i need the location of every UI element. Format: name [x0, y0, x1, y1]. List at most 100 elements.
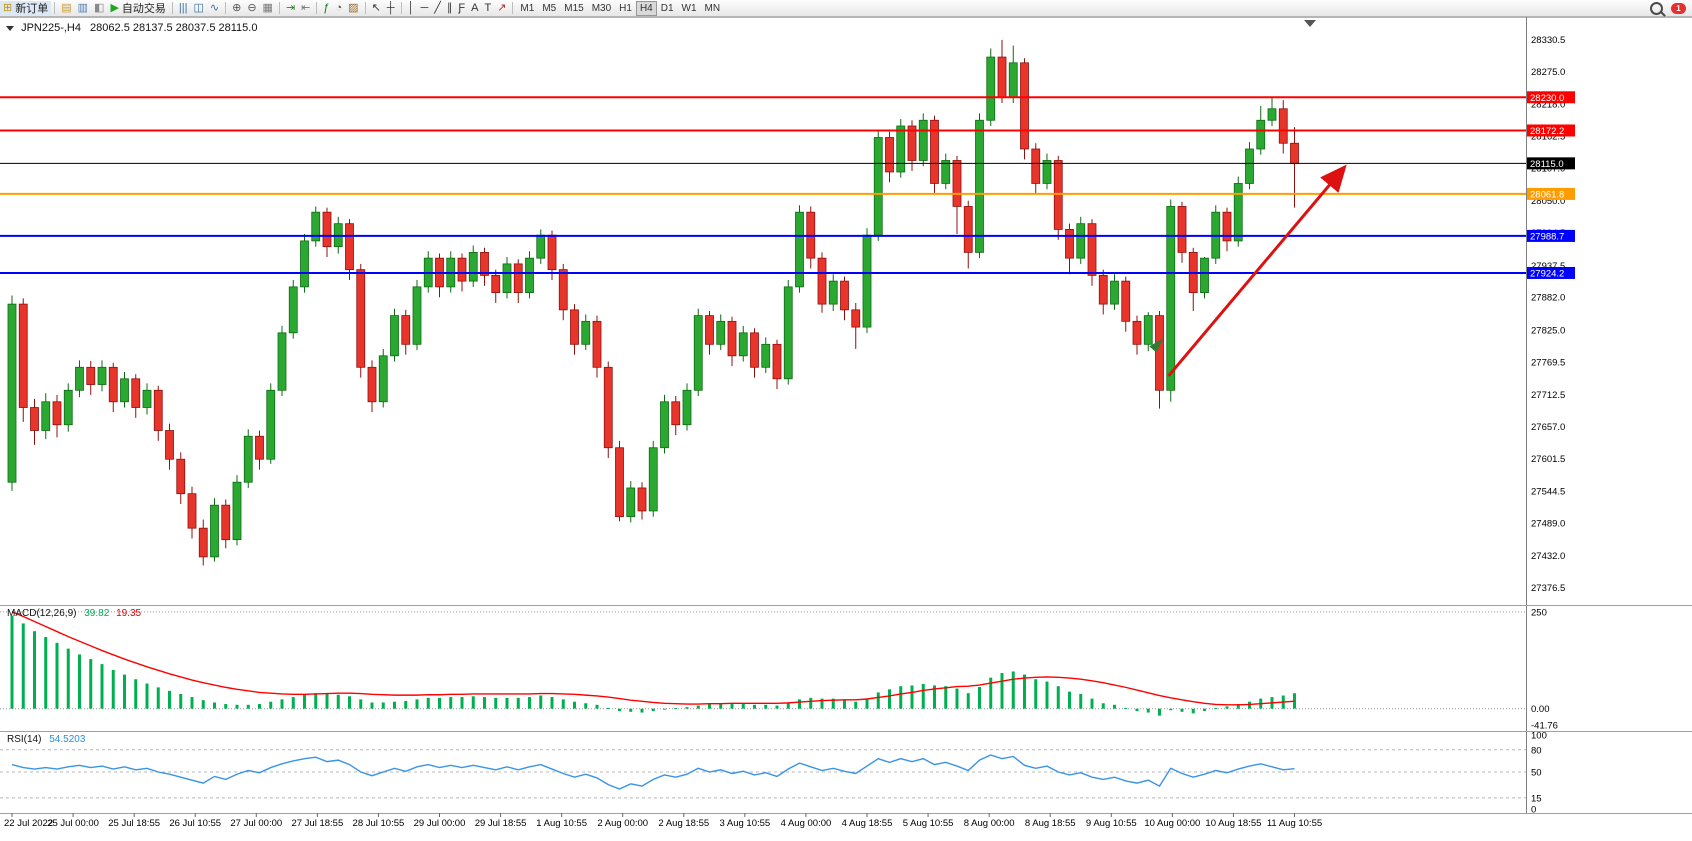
candle-down	[558, 269, 568, 311]
chart-shift-button[interactable]: ⇤	[298, 1, 313, 16]
time-axis-label: 9 Aug 10:55	[1086, 818, 1137, 829]
candle-down	[491, 274, 501, 294]
tile-windows-button[interactable]: ▦	[260, 1, 276, 16]
timeframe-m1-button[interactable]: M1	[520, 2, 535, 14]
chart-line-button[interactable]: ∿	[207, 1, 222, 16]
candle-up	[1245, 148, 1254, 184]
candle-down	[851, 309, 861, 328]
price-axis-label: 28218.0	[1531, 100, 1565, 111]
timeframe-h1-button[interactable]: H1	[619, 2, 632, 14]
candle-down	[963, 206, 973, 253]
price-badge	[1527, 124, 1575, 137]
candle-up	[536, 234, 546, 259]
new-order-icon: ⊞	[3, 1, 13, 14]
toolbar-buttons: ⊞ 新订单 ▤ ▥ ◧ ▶ 自动交易 ||| ◫ ∿ ⊕ ⊖ ▦ ⇥ ⇤ ƒ ◔ ▨ ↖ ┼ │ ─ ╱ ∥ Ƒ A T ↗ M1 M5 M…	[0, 0, 1650, 17]
templates-button[interactable]: ▨	[345, 1, 361, 16]
vertical-line-button[interactable]: │	[405, 1, 418, 16]
timeframe-d1-button[interactable]: D1	[660, 2, 674, 14]
fibonacci-icon: Ƒ	[458, 1, 466, 14]
candle-down	[30, 407, 39, 431]
text-button[interactable]: A	[468, 1, 481, 16]
candle-down	[817, 257, 827, 305]
toolbar-separator	[512, 2, 514, 14]
candle-up	[311, 211, 321, 242]
candle-down	[221, 504, 231, 541]
indicators-icon: ƒ	[323, 1, 330, 14]
chart-bars-button[interactable]: |||	[176, 1, 191, 16]
timeframe-m15-button[interactable]: M15	[564, 2, 584, 14]
zoom-out-button[interactable]: ⊖	[244, 1, 259, 16]
trend-arrow-annotation[interactable]	[1167, 164, 1347, 377]
indicators-button[interactable]: ƒ	[320, 1, 332, 16]
equidistant-channel-button[interactable]: ∥	[444, 1, 456, 16]
chart-line-icon: ∿	[209, 1, 220, 14]
arrows-button[interactable]: ↗	[494, 1, 509, 16]
periods-button[interactable]: ◔	[333, 1, 346, 16]
candle-up	[390, 315, 399, 357]
chart-shift-marker-icon[interactable]	[1304, 20, 1316, 27]
navigator-button[interactable]: ◧	[91, 1, 107, 16]
market-watch-button[interactable]: ▤	[58, 1, 74, 16]
timeframe-w1-button[interactable]: W1	[681, 2, 697, 14]
candle-down	[930, 119, 939, 184]
candle-up	[63, 389, 73, 426]
candle-up	[1076, 223, 1086, 259]
candle-up	[75, 366, 84, 391]
time-axis-label: 4 Aug 18:55	[842, 818, 893, 829]
timeframe-h4-button[interactable]: H4	[635, 0, 657, 16]
zoom-out-icon: ⊖	[247, 1, 257, 14]
chart-candles-button[interactable]: ◫	[190, 1, 206, 16]
candle-up	[626, 487, 636, 518]
candle-down	[165, 430, 174, 460]
time-axis-label: 27 Jul 18:55	[291, 818, 343, 829]
candle-down	[1121, 280, 1131, 322]
candle-up	[266, 389, 276, 460]
rsi-axis-label: 15	[1531, 793, 1542, 804]
macd-axis-label: 250	[1531, 607, 1547, 618]
fibonacci-button[interactable]: Ƒ	[455, 1, 468, 16]
price-badge	[1527, 91, 1575, 104]
candle-up	[277, 332, 287, 391]
zoom-in-button[interactable]: ⊕	[229, 1, 244, 16]
candle-up	[828, 280, 838, 305]
chart-bars-icon: |||	[178, 1, 188, 14]
time-axis-label: 11 Aug 10:55	[1267, 818, 1322, 829]
timeframe-m5-button[interactable]: M5	[542, 2, 557, 14]
search-icon[interactable]	[1650, 1, 1663, 15]
candle-down	[480, 251, 489, 276]
rsi-axis-label: 100	[1531, 730, 1547, 741]
price-axis-label: 27769.5	[1531, 357, 1565, 368]
data-window-button[interactable]: ▥	[75, 1, 91, 16]
candle-down	[885, 137, 894, 173]
price-badge-text: 28115.0	[1530, 159, 1564, 170]
auto-scroll-button[interactable]: ⇥	[283, 1, 298, 16]
price-axis-label: 27544.5	[1531, 487, 1565, 498]
green-arrow-marker[interactable]	[1149, 338, 1164, 353]
auto-trading-button[interactable]: ▶ 自动交易	[107, 1, 168, 16]
notification-badge[interactable]: 1	[1671, 2, 1686, 14]
cursor-button[interactable]: ↖	[369, 1, 384, 16]
templates-icon: ▨	[348, 1, 359, 14]
arrow-tool-icon: ↗	[497, 1, 507, 14]
macd-histogram	[10, 615, 1296, 716]
trendline-button[interactable]: ╱	[431, 1, 444, 16]
timeframe-mn-button[interactable]: MN	[704, 2, 721, 14]
text-label-button[interactable]: T	[481, 1, 494, 16]
time-axis-label: 25 Jul 18:55	[108, 818, 160, 829]
candle-down	[727, 320, 737, 357]
new-order-button[interactable]: ⊞ 新订单	[0, 0, 52, 16]
zoom-in-icon: ⊕	[232, 1, 242, 14]
candle-up	[7, 303, 17, 483]
one-click-trading-toggle-icon[interactable]	[6, 26, 14, 31]
candle-down	[457, 257, 467, 282]
toolbar-separator	[400, 2, 402, 14]
candle-down	[1031, 148, 1041, 184]
crosshair-button[interactable]: ┼	[384, 1, 398, 16]
horizontal-line-button[interactable]: ─	[417, 1, 431, 16]
timeframe-m30-button[interactable]: M30	[591, 2, 612, 14]
candle-down	[907, 125, 917, 161]
candle-up	[120, 378, 129, 403]
candle-down	[153, 389, 163, 431]
